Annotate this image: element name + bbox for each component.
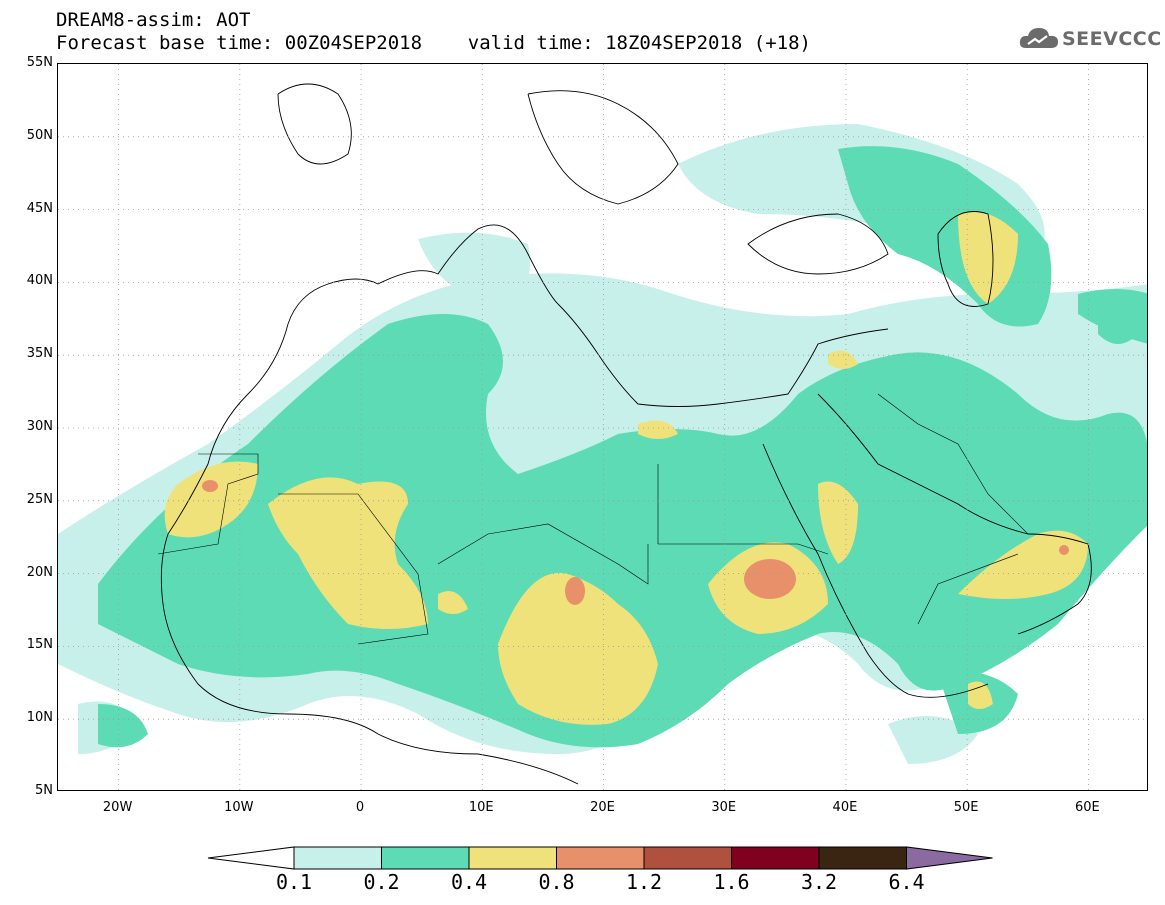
seevccc-logo: SEEVCCC: [1018, 22, 1161, 56]
lat-label: 30N: [26, 419, 53, 434]
colorbar-cell: [468, 846, 557, 870]
lon-label: 60E: [1074, 800, 1100, 815]
colorbar-level-label: 6.4: [888, 870, 925, 894]
lon-label: 30E: [711, 800, 737, 815]
colorbar-level-label: 0.4: [450, 870, 488, 894]
colorbar-level-label: 1.2: [625, 870, 663, 894]
colorbar-level-label: 0.2: [363, 870, 400, 894]
logo-text: SEEVCCC: [1062, 28, 1162, 50]
lon-label: 50E: [953, 800, 979, 815]
lat-label: 10N: [26, 710, 53, 726]
colorbar-level-label: 0.1: [275, 870, 313, 894]
colorbar-level-label: 3.2: [800, 870, 838, 894]
lon-label: 20W: [102, 800, 133, 815]
graticule: [58, 64, 1147, 790]
lon-label: 10W: [224, 800, 254, 815]
lat-label: 35N: [26, 346, 53, 362]
colorbar-underflow-triangle: [207, 846, 295, 870]
colorbar-cell: [293, 846, 382, 870]
colorbar-cell: [731, 846, 820, 870]
colorbar-overflow-triangle: [906, 846, 993, 870]
lat-label: 20N: [26, 564, 53, 580]
colorbar-level-label: 1.6: [713, 870, 750, 894]
lat-label: 5N: [35, 783, 53, 798]
lat-label: 55N: [26, 55, 53, 70]
colorbar-cell: [556, 846, 645, 870]
lon-label: 0: [355, 800, 365, 815]
coastlines: [160, 83, 1092, 785]
colorbar-cell: [381, 846, 470, 870]
map-title: DREAM8-assim: AOT: [56, 9, 251, 31]
colorbar-level-label: 0.8: [538, 870, 575, 894]
lon-label: 40E: [832, 800, 858, 815]
cloud-icon: [1019, 28, 1058, 48]
colorbar: [207, 846, 993, 870]
lat-label: 50N: [26, 127, 53, 143]
forecast-time-subtitle: Forecast base time: 00Z04SEP2018 valid t…: [56, 32, 811, 54]
lat-label: 15N: [26, 637, 53, 653]
aot-layer-0.8: [202, 480, 1069, 605]
lat-label: 25N: [26, 491, 53, 507]
aot-layer-0.4: [164, 211, 1088, 725]
country-borders: [157, 393, 1029, 645]
colorbar-cell: [643, 846, 732, 870]
colorbar-cell: [818, 846, 907, 870]
aot-map: [58, 64, 1147, 790]
lon-label: 10E: [468, 800, 494, 815]
map-plot-area[interactable]: [57, 63, 1148, 791]
lat-label: 40N: [26, 273, 53, 289]
lat-label: 45N: [26, 200, 53, 216]
lon-label: 20E: [590, 800, 615, 815]
